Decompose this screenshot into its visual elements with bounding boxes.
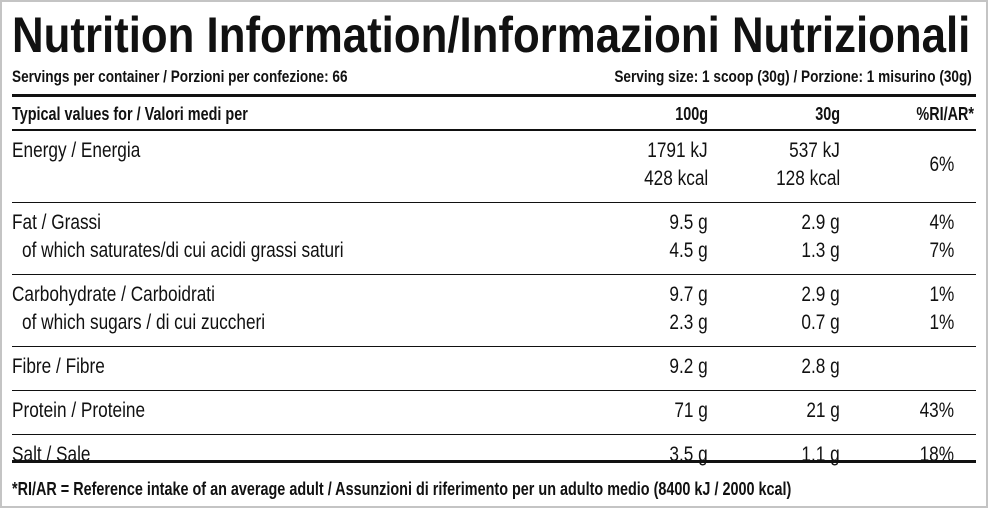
value-per30: 2.8 g <box>801 355 840 378</box>
value-per100: 1791 kJ <box>647 139 708 162</box>
sub-label: of which sugars / di cui zuccheri <box>22 311 266 334</box>
value-per30: 128 kcal <box>775 167 840 190</box>
value-per30: 21 g <box>806 399 840 422</box>
value-per30: 2.9 g <box>801 283 840 306</box>
sub-label: of which saturates/di cui acidi grassi s… <box>22 239 344 262</box>
value-per100: 428 kcal <box>643 167 708 190</box>
header-label: Typical values for / Valori medi per <box>12 104 248 124</box>
row-label: Energy / Energia <box>12 139 141 162</box>
header-ri: %RI/AR* <box>916 104 974 124</box>
value-ri: 4% <box>929 211 954 234</box>
value-per100: 9.7 g <box>669 283 708 306</box>
servings: Servings per container / Porzioni per co… <box>12 67 348 86</box>
value-ri: 1% <box>929 283 954 306</box>
row-label: Carbohydrate / Carboidrati <box>12 283 215 306</box>
value-ri: 18% <box>919 443 954 466</box>
value-per30: 537 kJ <box>789 139 840 162</box>
row-label: Protein / Proteine <box>12 399 146 422</box>
row-label: Fat / Grassi <box>12 211 101 234</box>
value-ri: 43% <box>919 399 954 422</box>
value-per30: 0.7 g <box>801 311 840 334</box>
title: Nutrition Information/Informazioni Nutri… <box>12 7 971 63</box>
value-per100: 3.5 g <box>669 443 708 466</box>
serving-size: Serving size: 1 scoop (30g) / Porzione: … <box>614 67 972 86</box>
rule <box>12 202 976 203</box>
row-label: Salt / Sale <box>12 443 91 466</box>
footnote: *RI/AR = Reference intake of an average … <box>12 479 792 499</box>
header-30g: 30g <box>815 104 840 124</box>
rule <box>12 274 976 275</box>
value-per100: 4.5 g <box>669 239 708 262</box>
value-ri: 7% <box>929 239 954 262</box>
rule <box>12 460 976 463</box>
rule <box>12 346 976 347</box>
value-ri: 6% <box>929 153 954 176</box>
value-per100: 9.2 g <box>669 355 708 378</box>
value-per100: 9.5 g <box>669 211 708 234</box>
value-per100: 2.3 g <box>669 311 708 334</box>
rule <box>12 390 976 391</box>
rule <box>12 434 976 435</box>
value-per30: 1.1 g <box>801 443 840 466</box>
value-per100: 71 g <box>674 399 708 422</box>
row-label: Fibre / Fibre <box>12 355 105 378</box>
rule <box>12 129 976 131</box>
value-per30: 2.9 g <box>801 211 840 234</box>
value-ri: 1% <box>929 311 954 334</box>
rule <box>12 94 976 97</box>
header-100g: 100g <box>675 104 708 124</box>
value-per30: 1.3 g <box>801 239 840 262</box>
